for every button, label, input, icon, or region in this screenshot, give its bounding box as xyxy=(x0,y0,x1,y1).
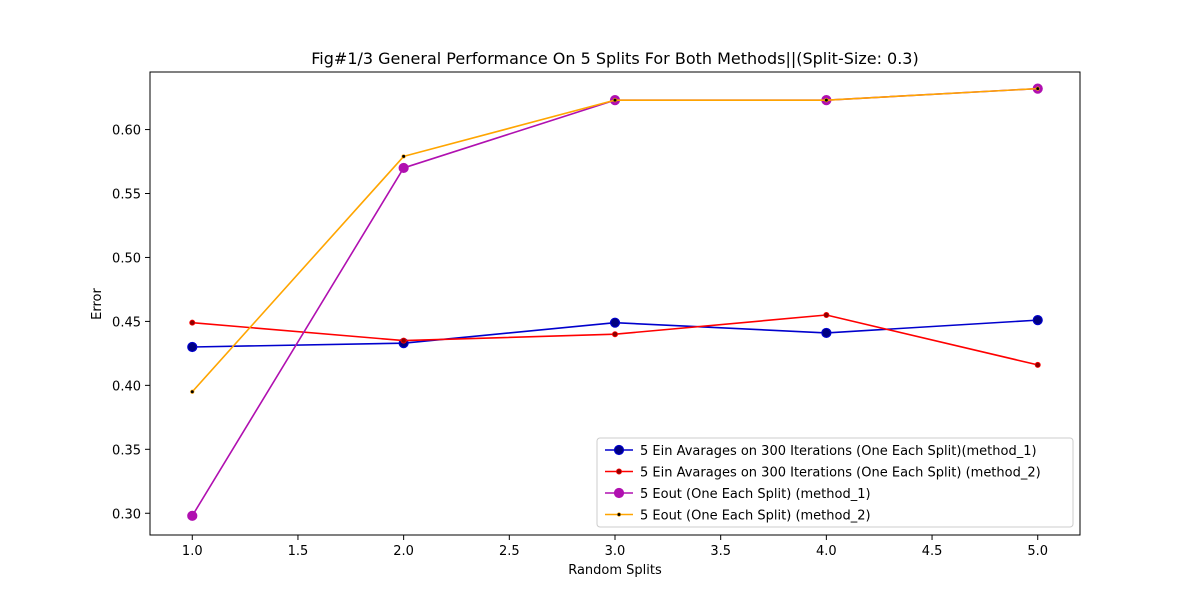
plot-area xyxy=(187,83,1043,521)
legend-item: 5 Ein Avarages on 300 Iterations (One Ea… xyxy=(605,444,1037,459)
series-2 xyxy=(189,312,1041,368)
data-point xyxy=(190,389,195,394)
x-tick-label: 4.5 xyxy=(922,544,943,559)
y-tick-label: 0.30 xyxy=(112,507,141,522)
x-tick-label: 3.0 xyxy=(605,544,626,559)
data-point xyxy=(400,337,407,344)
y-tick-label: 0.60 xyxy=(112,124,141,139)
x-tick-label: 5.0 xyxy=(1027,544,1048,559)
data-point xyxy=(616,468,623,475)
data-point xyxy=(187,341,198,353)
data-point xyxy=(189,319,196,326)
data-point xyxy=(609,317,621,328)
data-point xyxy=(613,444,625,456)
data-point xyxy=(616,512,622,517)
chart-title: Fig#1/3 General Performance On 5 Splits … xyxy=(311,49,918,68)
data-point xyxy=(398,162,409,174)
legend: 5 Ein Avarages on 300 Iterations (One Ea… xyxy=(596,437,1074,528)
legend-box xyxy=(596,437,1074,528)
data-point xyxy=(821,327,832,339)
y-tick-label: 0.40 xyxy=(112,379,141,394)
data-point xyxy=(613,487,625,499)
data-point xyxy=(1032,315,1043,326)
data-point xyxy=(1035,86,1040,91)
legend-label: 5 Eout (One Each Split) (method_1) xyxy=(640,487,871,502)
x-tick-label: 2.0 xyxy=(393,544,414,559)
x-axis: 1.0 1.5 2.0 2.5 3.0 3.5 4.0 4.5 5.0 xyxy=(182,535,1048,559)
series-4 xyxy=(190,86,1040,394)
legend-item: 5 Eout (One Each Split) (method_1) xyxy=(605,487,871,502)
y-axis-label: Error xyxy=(90,288,105,320)
y-tick-label: 0.55 xyxy=(112,188,141,203)
series-1 xyxy=(187,315,1043,353)
legend-item: 5 Eout (One Each Split) (method_2) xyxy=(605,509,871,524)
data-point xyxy=(612,331,619,338)
y-tick-label: 0.50 xyxy=(112,251,141,266)
legend-label: 5 Eout (One Each Split) (method_2) xyxy=(640,509,871,524)
data-point xyxy=(401,154,406,159)
legend-label: 5 Ein Avarages on 300 Iterations (One Ea… xyxy=(640,466,1041,481)
x-tick-label: 1.5 xyxy=(288,544,309,559)
data-point xyxy=(612,98,618,103)
legend-item: 5 Ein Avarages on 300 Iterations (One Ea… xyxy=(605,466,1041,481)
y-tick-label: 0.45 xyxy=(112,315,141,330)
y-tick-label: 0.35 xyxy=(112,443,141,458)
x-tick-label: 3.5 xyxy=(710,544,731,559)
legend-label: 5 Ein Avarages on 300 Iterations (One Ea… xyxy=(640,444,1037,459)
x-tick-label: 1.0 xyxy=(182,544,203,559)
data-point xyxy=(823,312,830,319)
x-tick-label: 2.5 xyxy=(499,544,520,559)
data-point xyxy=(1034,361,1041,368)
x-axis-label: Random Splits xyxy=(568,563,662,578)
x-tick-label: 4.0 xyxy=(816,544,837,559)
data-point xyxy=(824,98,829,103)
data-point xyxy=(187,510,198,521)
y-axis: 0.30 0.35 0.40 0.45 0.50 0.55 0.60 xyxy=(112,124,150,522)
